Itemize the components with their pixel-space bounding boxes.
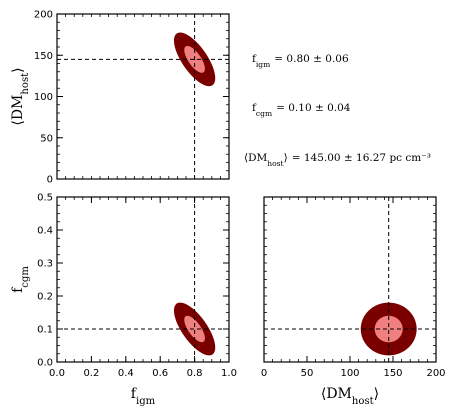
contour-inner-dm_host-vs-f_cgm (374, 315, 403, 343)
contour-layer (173, 32, 417, 356)
contour-inner-f_igm-vs-f_cgm (184, 315, 205, 343)
y-tick-label: 50 (40, 133, 53, 144)
x-axis-label: ⟨DMhost⟩ (321, 386, 379, 407)
stat-line-2: fcgm = 0.10 ± 0.04 (252, 102, 351, 118)
y-tick-label: 100 (34, 92, 53, 103)
y-tick-label: 200 (34, 10, 53, 21)
y-tick-label: 0.1 (37, 325, 53, 336)
y-tick-label: 0.3 (37, 259, 53, 270)
x-tick-label: 150 (383, 368, 402, 379)
x-tick-label: 0.8 (187, 368, 203, 379)
x-tick-label: 100 (340, 368, 359, 379)
y-tick-label: 0 (47, 175, 53, 186)
frame-f_igm-vs-dm_host (56, 13, 230, 180)
stat-line-1: figm = 0.80 ± 0.06 (252, 53, 349, 69)
y-tick-label: 0.2 (37, 292, 53, 303)
x-tick-label: 200 (426, 368, 445, 379)
y-tick-label: 0.5 (37, 193, 53, 204)
x-tick-label: 50 (301, 368, 314, 379)
y-axis-label: fcgm (10, 266, 31, 293)
truth-line-layer (57, 14, 436, 362)
y-axis-label: ⟨DMhost⟩ (10, 67, 31, 125)
tick-layer (56, 13, 437, 363)
stat-line-3: ⟨DMhost⟩ = 145.00 ± 16.27 pc cm⁻³ (244, 152, 431, 168)
x-tick-label: 0.4 (118, 368, 134, 379)
x-tick-label: 1.0 (221, 368, 237, 379)
y-tick-label: 150 (34, 51, 53, 62)
x-tick-label: 0.2 (83, 368, 99, 379)
x-tick-label: 0.6 (152, 368, 168, 379)
y-tick-label: 0.0 (37, 358, 53, 369)
x-tick-label: 0 (261, 368, 267, 379)
label-layer: 0 50 100 150 200 ⟨DMhost⟩ 0.0 0.2 0.4 0.6 0.8 1.0 0.… (10, 10, 446, 407)
x-tick-label: 0.0 (49, 368, 65, 379)
x-axis-label: figm (131, 386, 156, 407)
y-tick-label: 0.4 (37, 226, 53, 237)
